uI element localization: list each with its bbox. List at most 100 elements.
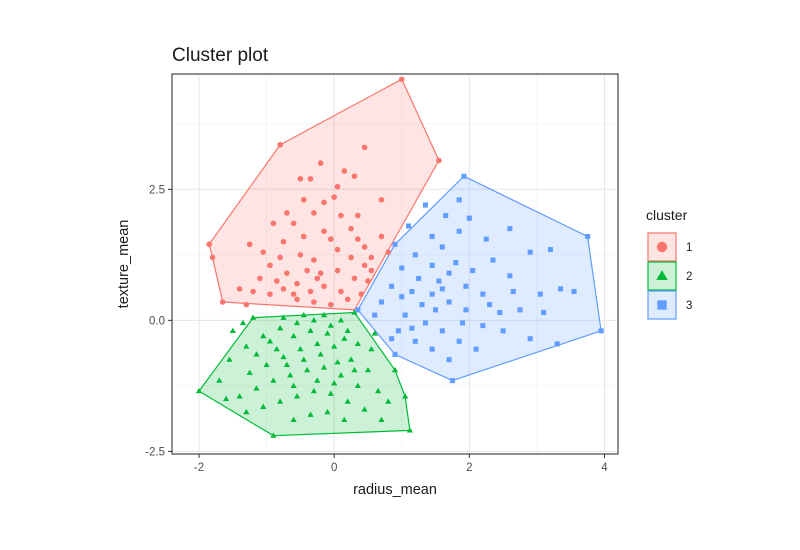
cluster-2-point xyxy=(324,408,331,415)
cluster-3-point xyxy=(446,357,452,363)
cluster-3-point xyxy=(439,328,445,334)
cluster-3-point xyxy=(416,275,422,281)
cluster-1-point xyxy=(267,291,273,297)
cluster-2-point xyxy=(334,359,341,365)
x-tick-label: -2 xyxy=(194,462,204,474)
cluster-3-point xyxy=(395,328,401,334)
cluster-1-point xyxy=(277,254,283,261)
cluster-3-point xyxy=(456,228,462,234)
cluster-3-point xyxy=(598,328,604,334)
cluster-3-point xyxy=(392,241,398,247)
cluster-1-hull xyxy=(208,78,440,311)
cluster-2-point xyxy=(375,387,382,394)
cluster-1-point xyxy=(365,278,371,284)
cluster-1-point xyxy=(270,220,277,227)
cluster-2-point xyxy=(406,427,413,433)
legend-label: 2 xyxy=(686,271,692,283)
cluster-2-point xyxy=(347,356,355,362)
cluster-1-point xyxy=(334,267,341,274)
cluster-2-point xyxy=(364,366,372,373)
cluster-1-point xyxy=(290,291,297,297)
cluster-3-point xyxy=(456,338,462,344)
cluster-3-point xyxy=(405,223,412,229)
cluster-3-point xyxy=(412,338,418,344)
cluster-1-point xyxy=(341,168,348,174)
cluster-3-point xyxy=(392,351,398,357)
cluster-1-point xyxy=(368,267,375,274)
cluster-2-point xyxy=(246,369,253,375)
cluster-1-point xyxy=(378,233,385,240)
cluster-2-point xyxy=(314,340,321,347)
cluster-1-point xyxy=(250,288,256,295)
cluster-3-hull xyxy=(357,175,602,382)
cluster-3-point xyxy=(429,233,435,240)
cluster-1-point xyxy=(236,286,243,292)
cluster-1-point xyxy=(209,254,216,261)
plot-border xyxy=(171,73,619,455)
cluster-2-point xyxy=(250,314,257,320)
cluster-3-point xyxy=(473,346,479,352)
cluster-2-point xyxy=(402,393,409,399)
legend-label: 1 xyxy=(686,242,692,254)
cluster-1-point xyxy=(351,275,358,282)
cluster-1-point xyxy=(311,299,317,305)
cluster-1-point xyxy=(361,262,368,269)
legend: cluster 1 2 3 xyxy=(646,207,692,320)
cluster-2-point xyxy=(351,309,358,315)
cluster-1-point xyxy=(297,252,304,258)
cluster-1-point xyxy=(284,270,290,276)
cluster-1-point xyxy=(334,183,341,190)
y-tick-label: -2.5 xyxy=(145,446,165,458)
cluster-2-point xyxy=(226,356,233,362)
cluster-1-point xyxy=(361,144,368,151)
cluster-2-point xyxy=(314,377,321,383)
cluster-3-point xyxy=(527,336,533,342)
cluster-3-point xyxy=(463,307,469,313)
cluster-1-point xyxy=(348,225,354,232)
cluster-3-point xyxy=(537,291,543,297)
cluster-3-point xyxy=(409,288,415,295)
cluster-1-point xyxy=(321,283,327,290)
cluster-2-point xyxy=(253,385,260,391)
legend-label: 3 xyxy=(686,300,692,312)
cluster-3-point xyxy=(585,233,591,240)
cluster-1-point xyxy=(436,157,442,164)
cluster-1-point xyxy=(351,173,358,180)
cluster-2-point xyxy=(263,361,270,368)
cluster-3-point xyxy=(446,299,452,305)
legend-title: cluster xyxy=(646,207,688,223)
y-tick-label: 0.0 xyxy=(149,315,165,327)
cluster-2-point xyxy=(307,327,314,333)
cluster-3-point xyxy=(547,247,553,253)
cluster-2-point xyxy=(260,403,267,409)
cluster-2-point xyxy=(300,311,307,318)
cluster-3-point xyxy=(429,291,435,297)
cluster-1-point xyxy=(311,257,317,263)
cluster-2-point xyxy=(266,338,274,344)
cluster-1-point xyxy=(317,270,324,276)
cluster-3-point xyxy=(490,257,496,263)
cluster-2-point xyxy=(243,343,250,349)
cluster-2-point xyxy=(270,377,277,383)
cluster-3-point xyxy=(480,323,486,329)
cluster-2-point xyxy=(195,387,203,394)
cluster-2-point xyxy=(277,325,284,331)
legend-key-symbol xyxy=(656,241,668,253)
y-axis-title: texture_mean xyxy=(116,220,132,309)
cluster-1-point xyxy=(334,246,341,253)
cluster-1-point xyxy=(257,275,263,282)
cluster-1-point xyxy=(355,236,361,242)
cluster-2-point xyxy=(243,408,250,415)
cluster-1-point xyxy=(304,267,310,274)
cluster-3-point xyxy=(453,260,459,266)
cluster-2-point xyxy=(320,364,328,370)
cluster-3-point xyxy=(470,268,476,274)
cluster-1-point xyxy=(378,196,385,203)
cluster-points xyxy=(195,76,604,438)
cluster-1-point xyxy=(311,210,317,216)
cluster-2-point xyxy=(277,398,284,404)
cluster-2-point xyxy=(287,372,294,378)
cluster-1-point xyxy=(206,241,212,248)
y-tick-label: 2.5 xyxy=(149,184,165,196)
cluster-2-point xyxy=(239,319,247,326)
